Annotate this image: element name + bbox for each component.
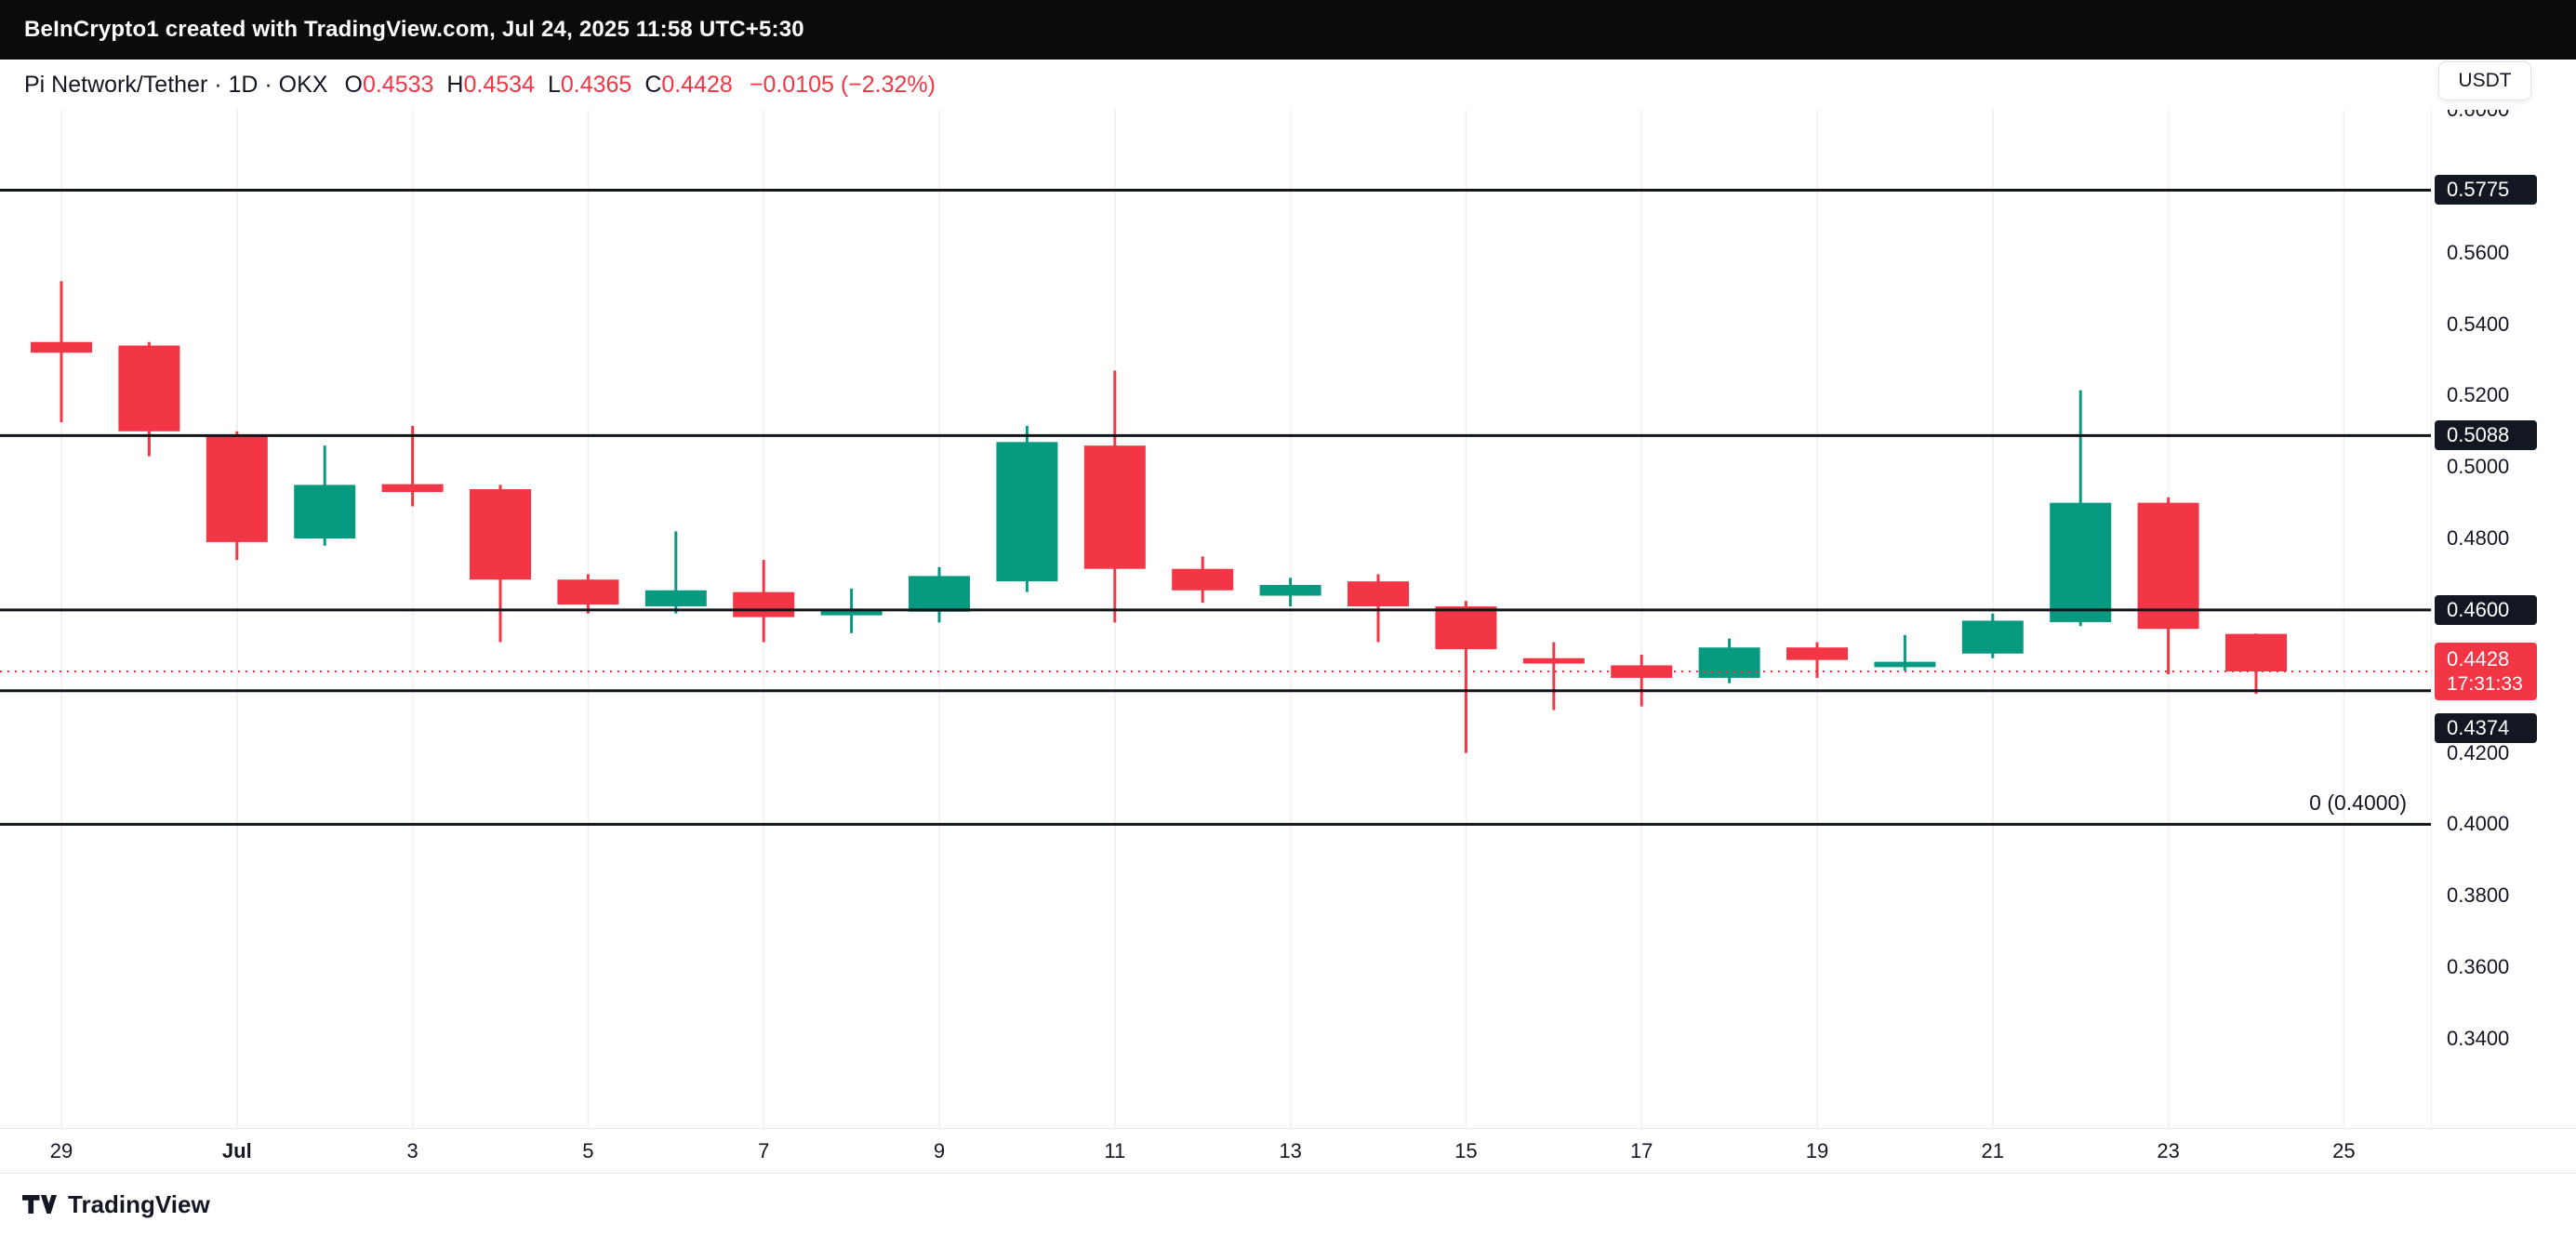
candle-body-jul-20[interactable] — [1874, 661, 1936, 668]
time-tick-label[interactable]: 23 — [2157, 1138, 2180, 1162]
candle-body-jun-30[interactable] — [118, 345, 180, 432]
price-level-badge: 0.4600 — [2435, 594, 2537, 625]
ohlc-value: 0.4428 — [661, 71, 733, 98]
time-axis[interactable]: 29 Jul 3 5 7 9 11 13 15 17 19 21 23 25 — [0, 1128, 2576, 1173]
candle-body-jul-4[interactable] — [470, 489, 531, 580]
price-change: −0.0105 (−2.32%) — [749, 71, 936, 98]
price-tick-label: 0.5400 — [2447, 312, 2510, 336]
time-tick-label[interactable]: 5 — [582, 1138, 594, 1162]
price-tick-label: 0.5000 — [2447, 455, 2510, 479]
ohlc-value: 0.4365 — [560, 71, 632, 98]
time-tick-label[interactable]: 3 — [406, 1138, 418, 1162]
time-tick-label[interactable]: Jul — [221, 1138, 252, 1162]
candle-body-jul-15[interactable] — [1435, 606, 1497, 650]
time-tick-label[interactable]: 19 — [1805, 1138, 1829, 1162]
time-tick-label[interactable]: 7 — [758, 1138, 770, 1162]
ohlc-letter: O — [344, 71, 363, 98]
candle-body-jul-8[interactable] — [820, 609, 883, 616]
currency-toggle-button[interactable]: USDT — [2438, 61, 2531, 100]
price-tick-label: 0.5600 — [2447, 240, 2510, 264]
chart-legend: Pi Network/Tether · 1D · OKX O0.4533 H0.4… — [0, 60, 2418, 110]
ohlc-values: O0.4533 H0.4534 L0.4365 C0.4428 — [344, 72, 745, 99]
candle-body-jun-29[interactable] — [31, 341, 92, 353]
tradingview-logo-icon — [22, 1195, 57, 1214]
price-tick-label: 0.3800 — [2447, 883, 2510, 908]
time-tick-label[interactable]: 11 — [1104, 1138, 1126, 1162]
ohlc-value: 0.4534 — [463, 71, 535, 98]
candle-body-jul-12[interactable] — [1172, 568, 1234, 591]
ohlc-letter: L — [547, 71, 561, 98]
candle-body-jul-23[interactable] — [2137, 502, 2199, 630]
price-tick-label: 0.5200 — [2447, 383, 2510, 407]
price-tick-label: 0.3600 — [2447, 955, 2510, 979]
symbol-title[interactable]: Pi Network/Tether · 1D · OKX — [24, 71, 328, 98]
candle-body-jul-11[interactable] — [1083, 445, 1146, 569]
price-tick-label: 0.4800 — [2447, 526, 2510, 551]
time-tick-label[interactable]: 17 — [1629, 1138, 1653, 1162]
price-tick-label: 0.4000 — [2447, 812, 2510, 836]
time-tick-label[interactable]: 15 — [1454, 1138, 1478, 1162]
attribution-text: BeInCrypto1 created with TradingView.com… — [24, 17, 804, 42]
candle-body-jul-19[interactable] — [1786, 647, 1848, 660]
price-tick-label: 0.3400 — [2447, 1026, 2510, 1050]
candle-body-jul-18[interactable] — [1698, 647, 1760, 678]
candle-body-jul-17[interactable] — [1611, 665, 1673, 678]
time-tick-label[interactable]: 21 — [1981, 1138, 2005, 1162]
candle-body-jul-22[interactable] — [2050, 502, 2112, 622]
ohlc-letter: C — [644, 71, 662, 98]
ohlc-letter: H — [446, 71, 464, 98]
price-level-badge: 0.5775 — [2435, 175, 2537, 206]
ohlc-item: O0.4533 — [344, 72, 433, 98]
candle-body-jul-7[interactable] — [733, 591, 795, 618]
tradingview-logo[interactable]: TradingView — [22, 1190, 210, 1219]
ohlc-item: L0.4365 — [548, 72, 631, 98]
candle-body-jul-14[interactable] — [1348, 581, 1409, 607]
ohlc-value: 0.4533 — [362, 71, 434, 98]
footer-bar: TradingView — [0, 1173, 2576, 1235]
time-tick-label[interactable]: 13 — [1279, 1138, 1302, 1162]
chart-canvas[interactable]: 0 (0.4000) — [0, 110, 2431, 1128]
candle-body-jul-21[interactable] — [1961, 620, 2024, 654]
candle-body-jul-24[interactable] — [2225, 633, 2287, 671]
attribution-bar: BeInCrypto1 created with TradingView.com… — [0, 0, 2576, 60]
bar-close-countdown: 17:31:33 — [2447, 672, 2523, 695]
ohlc-item: C0.4428 — [644, 72, 733, 98]
candle-body-jul-2[interactable] — [294, 485, 356, 539]
ohlc-item: H0.4534 — [446, 72, 535, 98]
candle-body-jul-9[interactable] — [909, 576, 970, 612]
candle-body-jul-3[interactable] — [381, 484, 444, 493]
price-tick-label: 0.4200 — [2447, 740, 2510, 764]
time-tick-label[interactable]: 29 — [49, 1138, 73, 1162]
candlestick-chart[interactable] — [0, 110, 2431, 1128]
time-tick-label[interactable]: 9 — [933, 1138, 946, 1162]
candle-body-jul-1[interactable] — [206, 434, 268, 542]
candle-body-jul-16[interactable] — [1522, 657, 1585, 664]
price-level-badge: 0.5088 — [2435, 420, 2537, 451]
time-tick-label[interactable]: 25 — [2332, 1138, 2356, 1162]
candle-body-jul-6[interactable] — [644, 590, 707, 607]
candle-body-jul-5[interactable] — [557, 579, 619, 605]
last-price-value: 0.4428 — [2447, 646, 2510, 671]
tradingview-logo-text: TradingView — [68, 1189, 210, 1218]
last-price-badge: 0.4428 17:31:33 — [2435, 642, 2537, 700]
candle-body-jul-10[interactable] — [996, 442, 1058, 582]
fib-zero-line-label[interactable]: 0 (0.4000) — [2309, 790, 2407, 816]
price-level-badge: 0.4374 — [2435, 712, 2537, 743]
candle-body-jul-13[interactable] — [1259, 585, 1321, 596]
